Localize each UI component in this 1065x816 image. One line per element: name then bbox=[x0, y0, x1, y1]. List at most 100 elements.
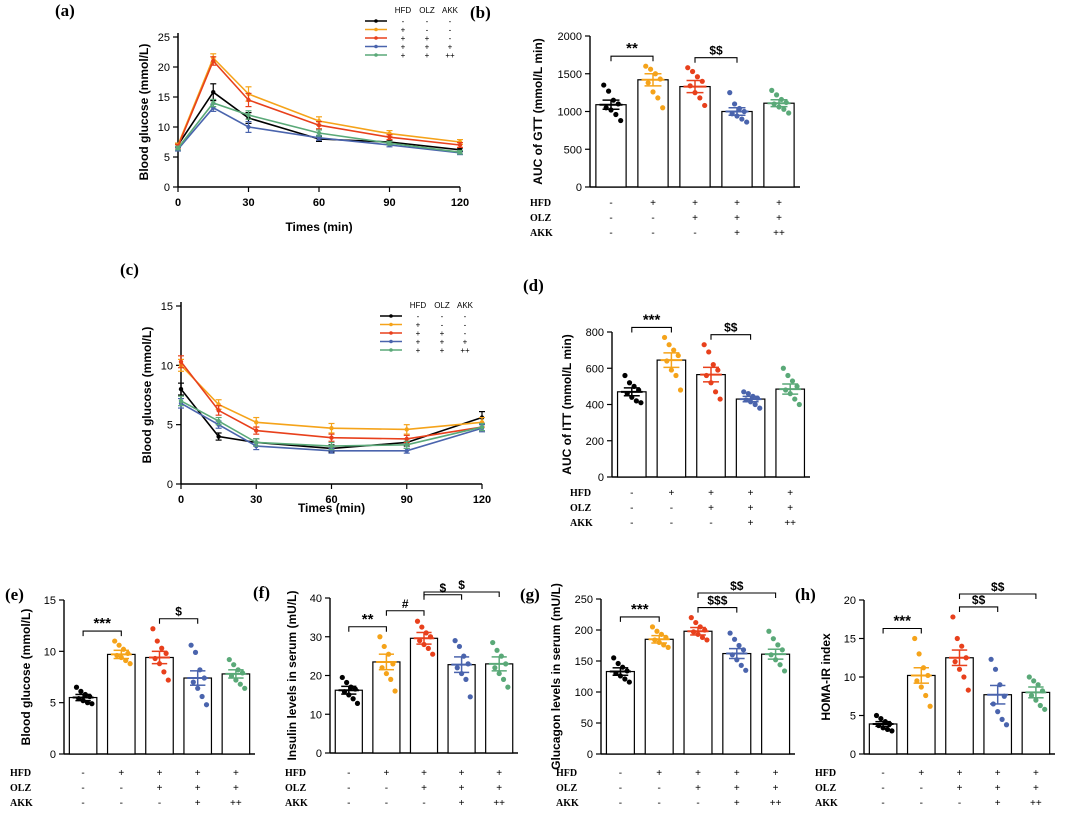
significance-bracket bbox=[423, 591, 500, 597]
y-tick-label: 0 bbox=[576, 182, 582, 194]
data-point bbox=[605, 88, 612, 94]
treatment-mark: + bbox=[195, 798, 201, 809]
treatment-mark: + bbox=[748, 518, 754, 529]
treatment-mark: - bbox=[881, 768, 884, 779]
y-tick-label: 0 bbox=[164, 182, 170, 194]
significance-bracket bbox=[158, 618, 199, 624]
bar bbox=[637, 79, 669, 188]
data-point bbox=[500, 676, 507, 682]
y-tick-label: 0 bbox=[50, 749, 56, 761]
data-point bbox=[781, 668, 788, 674]
data-point bbox=[354, 700, 361, 707]
y-tick-label: 500 bbox=[564, 144, 582, 156]
y-axis-label: Blood glucose (mmol/L) bbox=[137, 44, 151, 181]
y-axis-label: AUC of ITT (mmol/L min) bbox=[560, 334, 574, 474]
significance-label: ** bbox=[362, 611, 374, 628]
treatment-mark: + bbox=[708, 488, 714, 499]
significance-bracket bbox=[710, 334, 752, 340]
data-point bbox=[419, 624, 425, 630]
data-point bbox=[727, 90, 733, 96]
data-point bbox=[781, 106, 787, 112]
data-point bbox=[494, 647, 500, 653]
data-point bbox=[211, 100, 216, 106]
bar bbox=[656, 359, 687, 478]
data-point bbox=[425, 645, 431, 651]
legend-entry: - bbox=[426, 17, 429, 26]
y-tick-label: 0 bbox=[167, 479, 173, 491]
data-point bbox=[660, 105, 666, 111]
data-point bbox=[655, 95, 661, 101]
data-point bbox=[780, 365, 786, 371]
significance-label: $$ bbox=[972, 593, 986, 607]
data-point bbox=[752, 401, 758, 408]
y-tick-label: 10 bbox=[310, 709, 322, 721]
treatment-mark: ++ bbox=[773, 228, 785, 239]
treatment-row-label: AKK bbox=[530, 228, 553, 239]
treatment-mark: + bbox=[734, 783, 740, 794]
treatment-mark: + bbox=[773, 768, 779, 779]
treatment-mark: - bbox=[422, 798, 425, 809]
significance-label: ** bbox=[626, 40, 638, 57]
data-point bbox=[615, 660, 621, 667]
data-point bbox=[626, 679, 632, 685]
significance-bracket bbox=[610, 55, 654, 62]
data-point bbox=[689, 68, 696, 75]
treatment-mark: + bbox=[233, 768, 239, 779]
treatment-mark: - bbox=[651, 213, 654, 224]
legend-marker bbox=[389, 314, 393, 318]
data-point bbox=[430, 651, 436, 657]
data-point bbox=[211, 90, 216, 95]
data-point bbox=[661, 334, 668, 341]
significance-bracket bbox=[619, 616, 660, 622]
y-tick-label: 5 bbox=[850, 711, 856, 723]
legend-entry: ++ bbox=[460, 346, 470, 355]
treatment-mark: - bbox=[619, 783, 622, 794]
data-point bbox=[190, 679, 196, 685]
y-tick-label: 15 bbox=[44, 595, 56, 607]
data-point bbox=[154, 638, 160, 644]
data-point bbox=[923, 692, 929, 699]
data-point bbox=[392, 688, 398, 694]
x-tick-label: 90 bbox=[401, 494, 413, 506]
legend-entry: - bbox=[464, 312, 467, 321]
bar bbox=[696, 373, 726, 478]
data-point bbox=[161, 669, 167, 675]
x-tick-label: 60 bbox=[313, 197, 325, 209]
data-point bbox=[463, 676, 469, 682]
bar bbox=[595, 104, 627, 188]
treatment-mark: - bbox=[81, 783, 84, 794]
bar bbox=[409, 637, 439, 754]
series-line bbox=[177, 102, 461, 153]
data-point bbox=[1042, 706, 1048, 712]
significance-label: # bbox=[402, 597, 409, 611]
x-tick-label: 60 bbox=[325, 494, 337, 506]
data-point bbox=[159, 645, 165, 651]
data-point bbox=[329, 435, 334, 440]
bar bbox=[735, 398, 766, 478]
data-point bbox=[457, 150, 463, 155]
bar bbox=[221, 673, 251, 755]
panel-a: (a) 0 5 10 15 20 25 0 30 60 90 120 Times (min) Blood … bbox=[55, 1, 469, 234]
data-point bbox=[237, 681, 243, 687]
treatment-mark: - bbox=[120, 798, 123, 809]
data-point bbox=[736, 642, 742, 649]
legend-entry: - bbox=[449, 26, 452, 35]
data-point bbox=[914, 678, 920, 684]
legend-entry: - bbox=[402, 17, 405, 26]
treatment-mark: + bbox=[668, 488, 674, 499]
treatment-mark: + bbox=[195, 783, 201, 794]
treatment-mark: + bbox=[995, 783, 1001, 794]
y-tick-label: 200 bbox=[586, 436, 604, 448]
data-point bbox=[666, 342, 672, 348]
data-point bbox=[715, 367, 721, 373]
data-point bbox=[794, 383, 800, 389]
legend-entry: + bbox=[425, 43, 430, 52]
data-point bbox=[650, 89, 656, 95]
data-point bbox=[727, 630, 733, 636]
significance-bracket bbox=[697, 592, 777, 598]
treatment-row-label: AKK bbox=[285, 798, 308, 809]
legend-entry: - bbox=[441, 312, 444, 321]
data-point bbox=[927, 703, 933, 709]
series-line bbox=[180, 400, 483, 447]
data-point bbox=[694, 74, 701, 80]
